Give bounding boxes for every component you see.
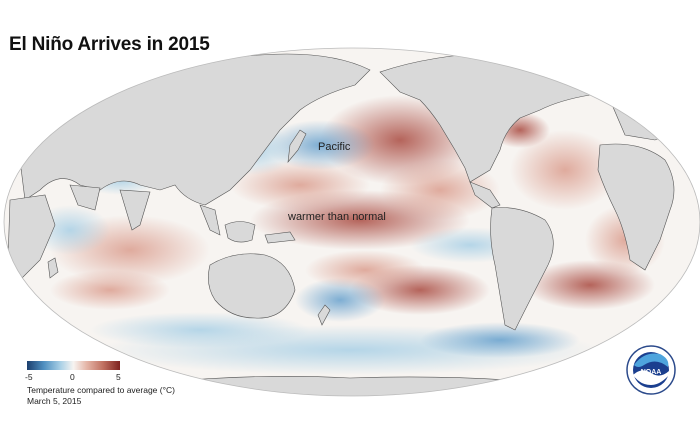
cool-patch (420, 322, 580, 358)
new-guinea (264, 231, 296, 244)
noaa-logo-text: NOAA (641, 369, 662, 376)
south-america (490, 207, 554, 331)
label-pacific: Pacific (318, 141, 351, 153)
new-zealand (317, 304, 331, 326)
noaa-logo-icon: NOAA (626, 345, 676, 395)
page-title: El Niño Arrives in 2015 (9, 34, 210, 55)
legend-date: March 5, 2015 (27, 396, 82, 406)
warm-patch (50, 270, 170, 310)
maritime-continent (224, 221, 256, 243)
warm-patch (305, 250, 425, 290)
india (119, 189, 151, 231)
africa-west (597, 143, 675, 271)
arabia (69, 184, 101, 211)
legend-color-bar (27, 361, 120, 370)
legend-tick-min: -5 (25, 372, 33, 382)
color-legend: -5 0 5 Temperature compared to average (… (25, 361, 247, 406)
japan (287, 129, 307, 163)
warm-patch (510, 130, 620, 210)
southeast-asia (199, 204, 221, 236)
cool-patch (90, 312, 310, 348)
legend-tick-max: 5 (116, 372, 121, 382)
label-warmer-than-normal: warmer than normal (287, 211, 386, 223)
globe-outline (3, 47, 700, 397)
central-america (469, 181, 501, 209)
australia (208, 253, 296, 319)
madagascar (47, 257, 59, 279)
legend-caption: Temperature compared to average (°C) (27, 385, 175, 395)
legend-tick-zero: 0 (70, 372, 75, 382)
